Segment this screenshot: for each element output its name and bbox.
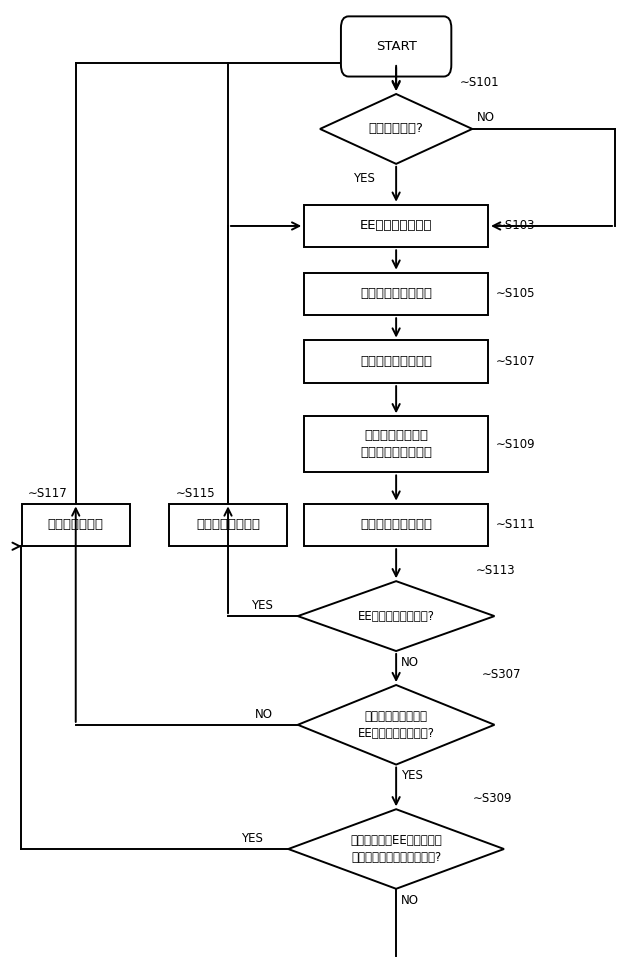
Text: NO: NO xyxy=(477,111,495,124)
Bar xyxy=(22,504,130,547)
Polygon shape xyxy=(320,94,472,164)
Text: ∼S117: ∼S117 xyxy=(28,487,68,500)
Text: ∼S309: ∼S309 xyxy=(472,793,512,805)
Text: 表示領域内にEE画像と同じ
属性の再生画像が存在する?: 表示領域内にEE画像と同じ 属性の再生画像が存在する? xyxy=(350,834,442,864)
Bar xyxy=(304,341,488,384)
Text: ∼S101: ∼S101 xyxy=(460,76,499,89)
Text: カメラモード?: カメラモード? xyxy=(369,122,424,136)
Text: YES: YES xyxy=(241,833,263,845)
Text: 所定時間内の属性が
EE画像から取得可能?: 所定時間内の属性が EE画像から取得可能? xyxy=(358,710,435,740)
Text: ∼S105: ∼S105 xyxy=(496,287,535,301)
Text: 再生画像を取得する: 再生画像を取得する xyxy=(360,287,432,301)
Bar xyxy=(304,504,488,547)
Text: ∼S115: ∼S115 xyxy=(175,487,215,500)
Bar xyxy=(170,504,287,547)
Text: ∼S111: ∼S111 xyxy=(496,518,536,531)
Bar xyxy=(304,205,488,247)
Text: EE画像が表示領域内?: EE画像が表示領域内? xyxy=(358,610,435,623)
Bar xyxy=(304,272,488,315)
Text: YES: YES xyxy=(250,599,273,612)
Text: START: START xyxy=(376,40,417,53)
Text: NO: NO xyxy=(255,708,273,721)
Text: ∼S103: ∼S103 xyxy=(496,220,535,232)
Text: 操作情報に基づき
表示画像を作成する: 操作情報に基づき 表示画像を作成する xyxy=(360,429,432,460)
Text: カメラモード設定: カメラモード設定 xyxy=(196,518,260,531)
Text: NO: NO xyxy=(401,656,419,669)
Text: 操作情報を取得する: 操作情報を取得する xyxy=(360,355,432,368)
Polygon shape xyxy=(298,581,495,651)
Text: YES: YES xyxy=(401,769,423,783)
FancyBboxPatch shape xyxy=(341,17,451,76)
Text: 表示画像を表示する: 表示画像を表示する xyxy=(360,518,432,531)
Text: NO: NO xyxy=(401,894,419,907)
Polygon shape xyxy=(288,809,504,889)
Text: ∼S113: ∼S113 xyxy=(476,564,515,577)
Bar xyxy=(304,416,488,472)
Text: ∼S107: ∼S107 xyxy=(496,355,536,368)
Text: 再生モード設定: 再生モード設定 xyxy=(48,518,104,531)
Text: ∼S307: ∼S307 xyxy=(482,669,522,681)
Text: EE画像を取得する: EE画像を取得する xyxy=(360,220,433,232)
Text: YES: YES xyxy=(353,172,375,184)
Polygon shape xyxy=(298,685,495,764)
Text: ∼S109: ∼S109 xyxy=(496,438,536,451)
